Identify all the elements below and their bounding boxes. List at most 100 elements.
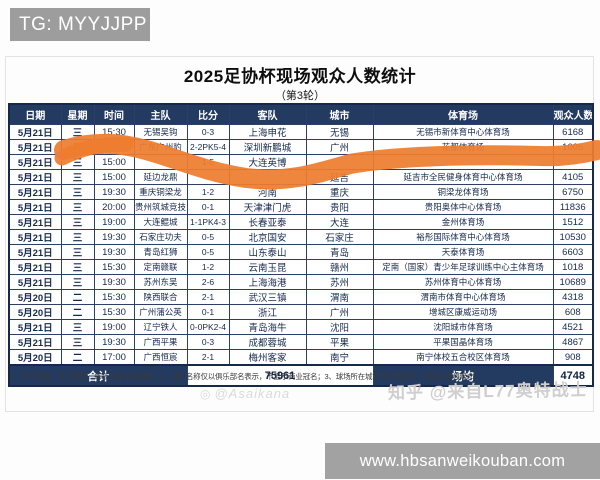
table-cell: 5月21日 bbox=[8, 154, 62, 170]
page-title: 2025足协杯现场观众人数统计 bbox=[183, 67, 417, 86]
table-cell: 5月20日 bbox=[8, 349, 62, 366]
table-cell: 5月21日 bbox=[8, 184, 62, 200]
column-header: 星期 bbox=[60, 103, 95, 125]
table-cell: 1005 bbox=[552, 139, 594, 155]
table-cell: 三 bbox=[60, 169, 95, 185]
table-cell: 5月21日 bbox=[8, 214, 62, 230]
table-cell: 二 bbox=[60, 304, 95, 320]
table-cell: 19:00 bbox=[93, 319, 135, 335]
table-cell: 0-0PK2-4 bbox=[186, 319, 230, 335]
table-cell: 20:00 bbox=[93, 199, 135, 215]
table-cell: 0-1 bbox=[186, 199, 230, 215]
table-cell: 2-2PK5-4 bbox=[186, 139, 230, 155]
table-cell: 广州 bbox=[305, 304, 374, 320]
table-cell: 定南（国家）青少年足球训练中心主体育场 bbox=[372, 259, 554, 275]
table-cell: 1-5 bbox=[186, 154, 230, 170]
table-cell: 花都体育场 bbox=[372, 139, 554, 155]
table-cell: 三 bbox=[60, 334, 95, 350]
table-cell: 5月21日 bbox=[8, 169, 62, 185]
table-cell: 广州 bbox=[305, 139, 374, 155]
column-header: 体育场 bbox=[372, 103, 554, 125]
total-label-cell: 合计 bbox=[8, 364, 188, 387]
table-cell: 广州蒲公英 bbox=[133, 304, 188, 320]
table-cell: 平果国晶体育场 bbox=[372, 334, 554, 350]
table-cell: 1018 bbox=[552, 259, 594, 275]
table-cell bbox=[186, 169, 230, 185]
table-cell: 15:00 bbox=[93, 169, 135, 185]
telegram-watermark-badge: TG: MYYJJPP bbox=[10, 8, 150, 41]
table-cell: 上海海港 bbox=[228, 274, 307, 290]
table-cell: 4105 bbox=[552, 169, 594, 185]
table-cell: 三 bbox=[60, 184, 95, 200]
table-row: 5月21日三 19:00 辽宁铁人 0-0PK2-4 青岛海牛 沈阳 沈阳城市体育场 4521 bbox=[8, 319, 594, 335]
table-header-row: 日期 星期 时间 主队 比分 客队 城市 体育场 观众人数 bbox=[8, 103, 594, 125]
table-cell: 石家庄 bbox=[305, 229, 374, 245]
table-cell: 1-1PK4-3 bbox=[186, 214, 230, 230]
table-cell: 0-3 bbox=[186, 124, 230, 140]
table-cell: 10530 bbox=[552, 229, 594, 245]
table-cell: 15:30 bbox=[93, 304, 135, 320]
table-row: 5月21日三 19:30 广西平果 0-3 成都蓉城 平果 平果国晶体育场 4867 bbox=[8, 334, 594, 350]
table-cell: 苏州 bbox=[305, 274, 374, 290]
camera-icon: ◎ bbox=[200, 387, 212, 401]
table-cell: 成都蓉城 bbox=[228, 334, 307, 350]
table-cell: 天泰体育场 bbox=[372, 244, 554, 260]
table-cell bbox=[93, 139, 135, 155]
table-cell: 2-1 bbox=[186, 349, 230, 366]
table-cell bbox=[305, 154, 374, 170]
table-cell: 南宁 bbox=[305, 349, 374, 366]
table-cell: 三 bbox=[60, 229, 95, 245]
column-header: 比分 bbox=[186, 103, 230, 125]
table-cell: 5月21日 bbox=[8, 139, 62, 155]
table-cell: 云南玉昆 bbox=[228, 259, 307, 275]
column-header: 城市 bbox=[305, 103, 374, 125]
average-label-cell: 场均 bbox=[372, 364, 554, 387]
attendance-table: 日期 星期 时间 主队 比分 客队 城市 体育场 观众人数 5月21日三 15:30 无锡吴钩 0-3… bbox=[8, 103, 594, 387]
table-cell: 天津津门虎 bbox=[228, 199, 307, 215]
table-cell: 大连英博 bbox=[228, 154, 307, 170]
table-cell: 广西恒宸 bbox=[133, 349, 188, 366]
website-url-text: www.hbsanweikouban.com bbox=[359, 451, 566, 470]
table-cell: 定南赣联 bbox=[133, 259, 188, 275]
table-row: 5月21日三 19:30 青岛红狮 0-5 山东泰山 青岛 天泰体育场 6603 bbox=[8, 244, 594, 260]
table-cell: 长春亚泰 bbox=[228, 214, 307, 230]
table-cell: 山东泰山 bbox=[228, 244, 307, 260]
table-cell: 贵州筑城竞技 bbox=[133, 199, 188, 215]
table-row: 5月21日三 15:30 定南赣联 1-2 云南玉昆 赣州 定南（国家）青少年足球训练中心主… bbox=[8, 259, 594, 275]
table-cell: 青岛 bbox=[305, 244, 374, 260]
table-cell: 苏州体育中心体育场 bbox=[372, 274, 554, 290]
table-cell: 增城区康威运动场 bbox=[372, 304, 554, 320]
column-header: 日期 bbox=[8, 103, 62, 125]
table-cell: 0-3 bbox=[186, 334, 230, 350]
table-cell bbox=[552, 154, 594, 170]
table-cell: 无锡吴钩 bbox=[133, 124, 188, 140]
table-cell: 1512 bbox=[552, 214, 594, 230]
table-cell: 广东广州豹 bbox=[133, 139, 188, 155]
table-cell: 三 bbox=[60, 124, 95, 140]
table-cell: 6603 bbox=[552, 244, 594, 260]
table-cell: 武汉三镇 bbox=[228, 289, 307, 305]
table-cell: 三 bbox=[60, 214, 95, 230]
table-cell: 沈阳城市体育场 bbox=[372, 319, 554, 335]
table-cell: 二 bbox=[60, 349, 95, 366]
table-cell: 15:30 bbox=[93, 289, 135, 305]
table-row: 5月21日三 15:00 延边龙鼎 延吉 延吉市全民健身体育中心体育场 4105 bbox=[8, 169, 594, 185]
table-cell: 5月21日 bbox=[8, 244, 62, 260]
table-cell: 广西平果 bbox=[133, 334, 188, 350]
table-cell: 908 bbox=[552, 349, 594, 366]
column-header: 客队 bbox=[228, 103, 307, 125]
table-cell: 5月21日 bbox=[8, 319, 62, 335]
table-cell: 5月21日 bbox=[8, 124, 62, 140]
table-cell: 4867 bbox=[552, 334, 594, 350]
table-cell: 1-2 bbox=[186, 184, 230, 200]
table-cell: 贵阳 bbox=[305, 199, 374, 215]
table-cell: 19:00 bbox=[93, 214, 135, 230]
page-subtitle: （第3轮） bbox=[274, 90, 326, 102]
table-cell: 裕彤国际体育中心体育场 bbox=[372, 229, 554, 245]
table-cell: 三 bbox=[60, 274, 95, 290]
table-row: 5月20日二 15:30 陕西联合 2-1 武汉三镇 渭南 渭南市体育中心体育场 4318 bbox=[8, 289, 594, 305]
table-row: 5月21日三 19:30 重庆铜梁龙 1-2 河南 重庆 铜梁龙体育场 6750 bbox=[8, 184, 594, 200]
table-cell: 渭南 bbox=[305, 289, 374, 305]
column-header: 主队 bbox=[133, 103, 188, 125]
table-cell bbox=[133, 154, 188, 170]
